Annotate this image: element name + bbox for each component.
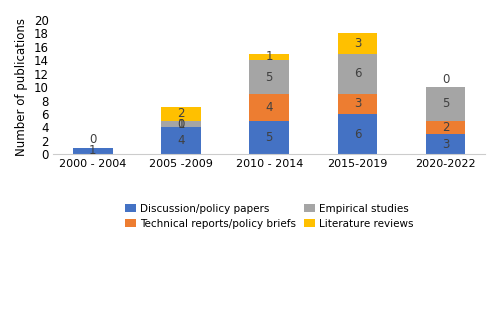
Text: 2: 2 [178, 108, 185, 121]
Bar [426, 121, 466, 134]
Text: 1: 1 [89, 144, 96, 157]
Text: 0: 0 [442, 73, 449, 86]
Text: 0: 0 [89, 133, 96, 146]
Text: 5: 5 [266, 71, 273, 84]
Text: 4: 4 [266, 101, 273, 114]
Bar [250, 94, 289, 121]
Text: 3: 3 [354, 97, 361, 111]
Text: 2: 2 [442, 121, 450, 134]
Text: 6: 6 [354, 128, 361, 140]
Text: 4: 4 [178, 134, 185, 147]
Bar [426, 87, 466, 121]
Text: 3: 3 [442, 138, 449, 151]
Bar [338, 33, 377, 53]
Y-axis label: Number of publications: Number of publications [15, 18, 28, 156]
Bar [161, 107, 201, 121]
Bar [250, 60, 289, 94]
Bar [338, 94, 377, 114]
Bar [426, 134, 466, 154]
Text: 5: 5 [266, 131, 273, 144]
Bar [338, 53, 377, 94]
Bar [250, 53, 289, 60]
Text: 5: 5 [442, 97, 449, 111]
Bar [250, 121, 289, 154]
Bar [161, 127, 201, 154]
Bar [161, 121, 201, 127]
Text: 0: 0 [178, 118, 184, 130]
Text: 3: 3 [354, 37, 361, 50]
Text: 1: 1 [178, 118, 185, 130]
Bar [338, 114, 377, 154]
Bar [73, 148, 112, 154]
Legend: Discussion/policy papers, Technical reports/policy briefs, Empirical studies, Li: Discussion/policy papers, Technical repo… [121, 200, 418, 233]
Text: 6: 6 [354, 67, 361, 80]
Text: 1: 1 [266, 50, 273, 64]
